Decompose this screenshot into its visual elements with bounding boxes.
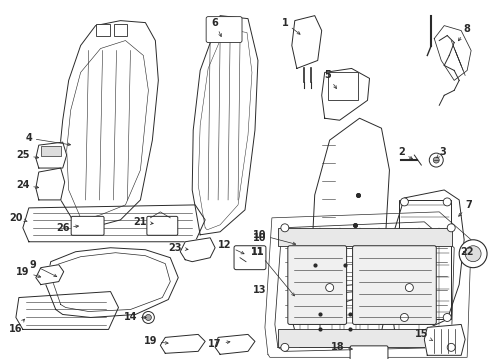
- Text: 12: 12: [219, 240, 244, 254]
- Polygon shape: [424, 324, 465, 355]
- Circle shape: [433, 157, 439, 163]
- FancyBboxPatch shape: [234, 246, 266, 270]
- Circle shape: [447, 343, 455, 351]
- Circle shape: [146, 315, 151, 320]
- Text: 7: 7: [459, 200, 472, 216]
- Text: 6: 6: [212, 18, 221, 37]
- Text: 8: 8: [459, 24, 470, 41]
- Polygon shape: [275, 222, 454, 351]
- Polygon shape: [434, 26, 471, 80]
- Bar: [278, 329, 452, 347]
- Polygon shape: [36, 142, 67, 168]
- Polygon shape: [390, 190, 464, 334]
- Text: 20: 20: [9, 213, 27, 223]
- Polygon shape: [23, 205, 205, 242]
- Polygon shape: [59, 21, 158, 228]
- Polygon shape: [16, 292, 119, 329]
- FancyBboxPatch shape: [206, 17, 242, 42]
- Polygon shape: [46, 248, 178, 318]
- Text: 19: 19: [16, 267, 41, 278]
- Bar: [96, 24, 110, 36]
- Circle shape: [459, 240, 487, 268]
- Text: 10: 10: [253, 230, 295, 245]
- Circle shape: [465, 246, 481, 262]
- FancyBboxPatch shape: [350, 346, 388, 360]
- Text: 23: 23: [169, 243, 188, 253]
- Text: 26: 26: [56, 223, 78, 233]
- Text: 13: 13: [253, 284, 267, 294]
- Text: 19: 19: [144, 336, 168, 346]
- Circle shape: [326, 284, 334, 292]
- Circle shape: [443, 314, 451, 321]
- Text: 9: 9: [29, 260, 57, 276]
- Circle shape: [405, 284, 414, 292]
- Circle shape: [400, 198, 408, 206]
- Circle shape: [281, 224, 289, 232]
- Polygon shape: [36, 168, 65, 200]
- Circle shape: [443, 198, 451, 206]
- Text: 11: 11: [251, 247, 265, 257]
- Text: 10: 10: [253, 233, 267, 243]
- Polygon shape: [312, 118, 390, 305]
- FancyBboxPatch shape: [353, 246, 436, 324]
- Text: 17: 17: [208, 339, 230, 349]
- Bar: [278, 228, 452, 246]
- Text: 16: 16: [9, 319, 24, 334]
- Text: 15: 15: [415, 329, 432, 340]
- Text: 11: 11: [251, 247, 294, 296]
- FancyBboxPatch shape: [288, 246, 346, 324]
- Text: 3: 3: [437, 147, 446, 158]
- Polygon shape: [36, 265, 64, 285]
- Polygon shape: [192, 15, 258, 235]
- Polygon shape: [322, 68, 369, 120]
- Polygon shape: [294, 237, 371, 289]
- Polygon shape: [292, 292, 385, 347]
- Polygon shape: [292, 15, 322, 68]
- Text: 25: 25: [16, 150, 39, 160]
- Circle shape: [400, 314, 408, 321]
- FancyBboxPatch shape: [147, 216, 178, 235]
- Text: 14: 14: [123, 312, 146, 323]
- Circle shape: [143, 311, 154, 323]
- FancyBboxPatch shape: [71, 216, 104, 235]
- Text: 24: 24: [16, 180, 39, 190]
- Bar: [41, 146, 61, 156]
- Bar: [328, 72, 358, 100]
- Text: 1: 1: [281, 18, 300, 34]
- Text: 18: 18: [331, 342, 352, 352]
- Circle shape: [429, 153, 443, 167]
- Polygon shape: [265, 212, 471, 357]
- Text: 4: 4: [25, 133, 71, 146]
- Text: 5: 5: [324, 71, 337, 89]
- Text: 21: 21: [134, 217, 153, 227]
- Text: 2: 2: [398, 147, 413, 159]
- Bar: [399, 200, 451, 319]
- Polygon shape: [180, 238, 215, 262]
- Circle shape: [447, 224, 455, 232]
- Polygon shape: [160, 334, 205, 353]
- Bar: [114, 24, 127, 36]
- Text: 22: 22: [461, 247, 474, 257]
- Polygon shape: [215, 334, 255, 354]
- Circle shape: [281, 343, 289, 351]
